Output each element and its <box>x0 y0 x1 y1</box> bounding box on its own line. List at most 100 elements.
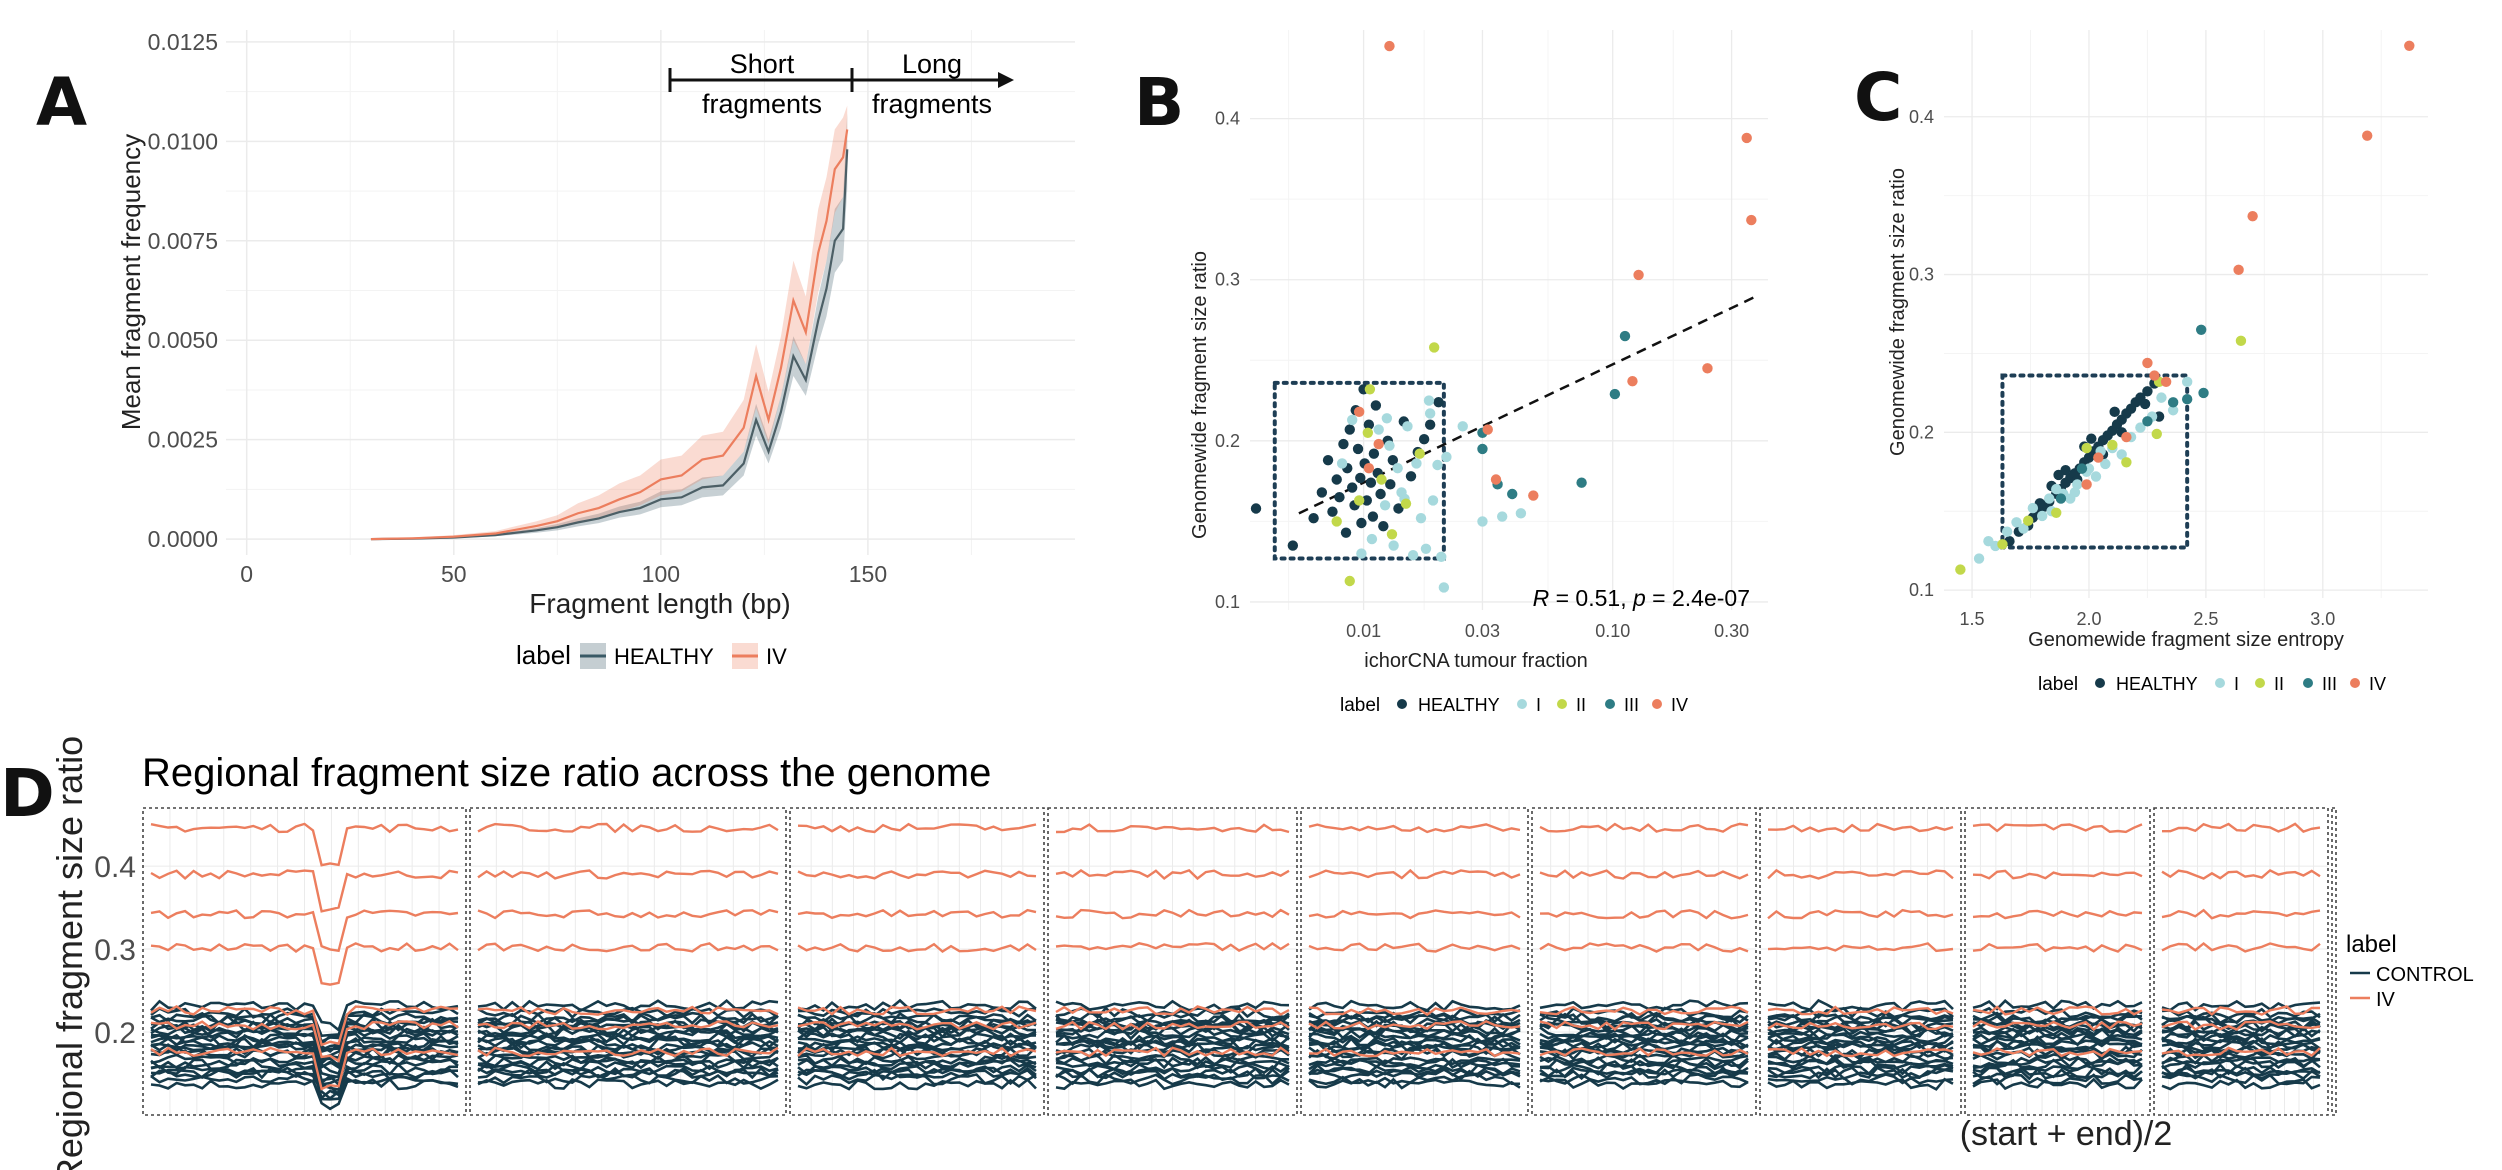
panel-a: 0.0000 0.0025 0.0050 0.0075 0.0100 0.0125 0 50… <box>116 29 1075 670</box>
x-tick-label: 0.30 <box>1714 621 1749 641</box>
point-ii <box>1400 498 1412 509</box>
point-iii <box>2076 463 2088 474</box>
iv-line <box>797 822 1037 834</box>
panel-a-bands <box>370 105 848 540</box>
panel-b-legend-i: I <box>1536 695 1541 715</box>
control-line <box>1539 1039 1749 1052</box>
point-iii <box>1619 330 1631 342</box>
control-line <box>797 1053 1037 1066</box>
control-line <box>150 1039 459 1070</box>
point-i <box>1515 508 1527 519</box>
point-healthy <box>1327 506 1338 517</box>
iv-line <box>477 869 779 880</box>
panel-label-c: C <box>1854 59 1902 136</box>
facet-bg <box>2332 808 2336 1115</box>
iv-line <box>150 822 459 867</box>
point-iv <box>2121 431 2132 443</box>
control-line <box>477 1078 779 1091</box>
iv-line <box>1539 942 1749 953</box>
y-tick-label: 0.2 <box>1909 422 1934 442</box>
control-line <box>150 1037 459 1069</box>
iv-line <box>150 1019 459 1063</box>
control-line <box>2161 1033 2321 1046</box>
panel-c-highlight-box <box>2000 373 2190 550</box>
stat-p-value: = 2.4e-07 <box>1646 585 1750 611</box>
panel-a-legend-title: label <box>516 640 571 670</box>
point-iv <box>2404 40 2415 51</box>
point-i <box>1496 511 1508 522</box>
point-i <box>2116 449 2127 460</box>
panel-label-a: A <box>36 64 87 141</box>
point-iii <box>2055 493 2067 504</box>
point-healthy <box>1370 400 1382 411</box>
panel-c: 0.1 0.2 0.3 0.4 1.5 2.0 2.5 3.0 Genomewide fra… <box>1887 30 2428 695</box>
iv-line <box>1308 909 1521 920</box>
point-healthy <box>2142 386 2153 397</box>
point-iv <box>1482 424 1493 435</box>
iv-line <box>797 908 1037 920</box>
point-iii <box>1609 388 1621 400</box>
panel-b-y-ticks: 0.1 0.2 0.3 0.4 <box>1215 109 1240 612</box>
iv-line <box>1308 1019 1521 1031</box>
point-i <box>2027 502 2039 514</box>
point-i <box>2100 458 2111 470</box>
point-ii <box>1955 564 1966 575</box>
point-i <box>1392 463 1403 474</box>
panel-d-y-ticks: 0.2 0.3 0.4 <box>94 851 136 1050</box>
long-arrow-head-icon <box>998 72 1014 88</box>
panel-c-legend-iv: IV <box>2369 674 2386 694</box>
point-ii <box>1364 384 1376 395</box>
control-line <box>1972 1027 2143 1041</box>
point-healthy <box>1322 454 1334 466</box>
point-healthy <box>1352 443 1364 455</box>
point-iv <box>1702 363 1713 374</box>
iv-line <box>2161 868 2321 880</box>
control-line <box>2161 1066 2321 1079</box>
point-ii <box>1376 474 1387 485</box>
point-i <box>2044 493 2055 504</box>
point-iv <box>1627 376 1638 387</box>
point-iv <box>1353 406 1365 418</box>
iv-line <box>1055 823 1290 834</box>
point-ii <box>1331 516 1342 527</box>
control-line <box>1767 1045 1954 1059</box>
control-line <box>1539 1046 1749 1058</box>
control-line <box>1539 1078 1749 1091</box>
point-healthy <box>1346 482 1358 493</box>
control-line <box>797 1017 1037 1030</box>
point-ii <box>2121 457 2132 468</box>
control-line <box>1308 1066 1521 1079</box>
iv-line <box>1767 868 1954 880</box>
control-line <box>797 1039 1037 1052</box>
legend-dot-iii <box>1605 699 1615 709</box>
x-tick-label: 50 <box>441 561 467 587</box>
iv-line <box>1972 909 2143 920</box>
point-healthy <box>1393 503 1404 514</box>
iv-line <box>797 1020 1037 1031</box>
point-iv <box>1373 438 1384 450</box>
control-line <box>1767 1027 1954 1040</box>
panel-b: 0.1 0.2 0.3 0.4 0.01 0.03 0.10 0.30 R = 0.51, … <box>1189 30 1768 716</box>
point-i <box>2001 526 2013 537</box>
zoom-box <box>2000 373 2190 550</box>
point-healthy <box>1334 492 1345 503</box>
control-line <box>1055 1033 1290 1047</box>
point-iv <box>1384 40 1395 52</box>
point-iv <box>1528 490 1539 501</box>
legend-dot-iii <box>2303 678 2313 688</box>
point-healthy <box>1356 517 1367 529</box>
panel-b-legend-iii: III <box>1624 695 1639 715</box>
control-line <box>1767 1006 1954 1019</box>
iv-line <box>1972 823 2143 834</box>
iv-line <box>477 1005 779 1016</box>
control-line <box>1055 1053 1289 1066</box>
control-line <box>1972 1077 2143 1091</box>
y-tick-label: 0.3 <box>1909 265 1934 285</box>
control-line <box>150 1027 459 1060</box>
x-tick-label: 150 <box>849 561 887 587</box>
panel-c-legend-healthy: HEALTHY <box>2116 674 2198 694</box>
control-line <box>1539 1056 1749 1069</box>
iv-line <box>1055 908 1290 920</box>
point-ii <box>2107 439 2118 451</box>
y-tick-label: 0.0050 <box>148 327 218 353</box>
